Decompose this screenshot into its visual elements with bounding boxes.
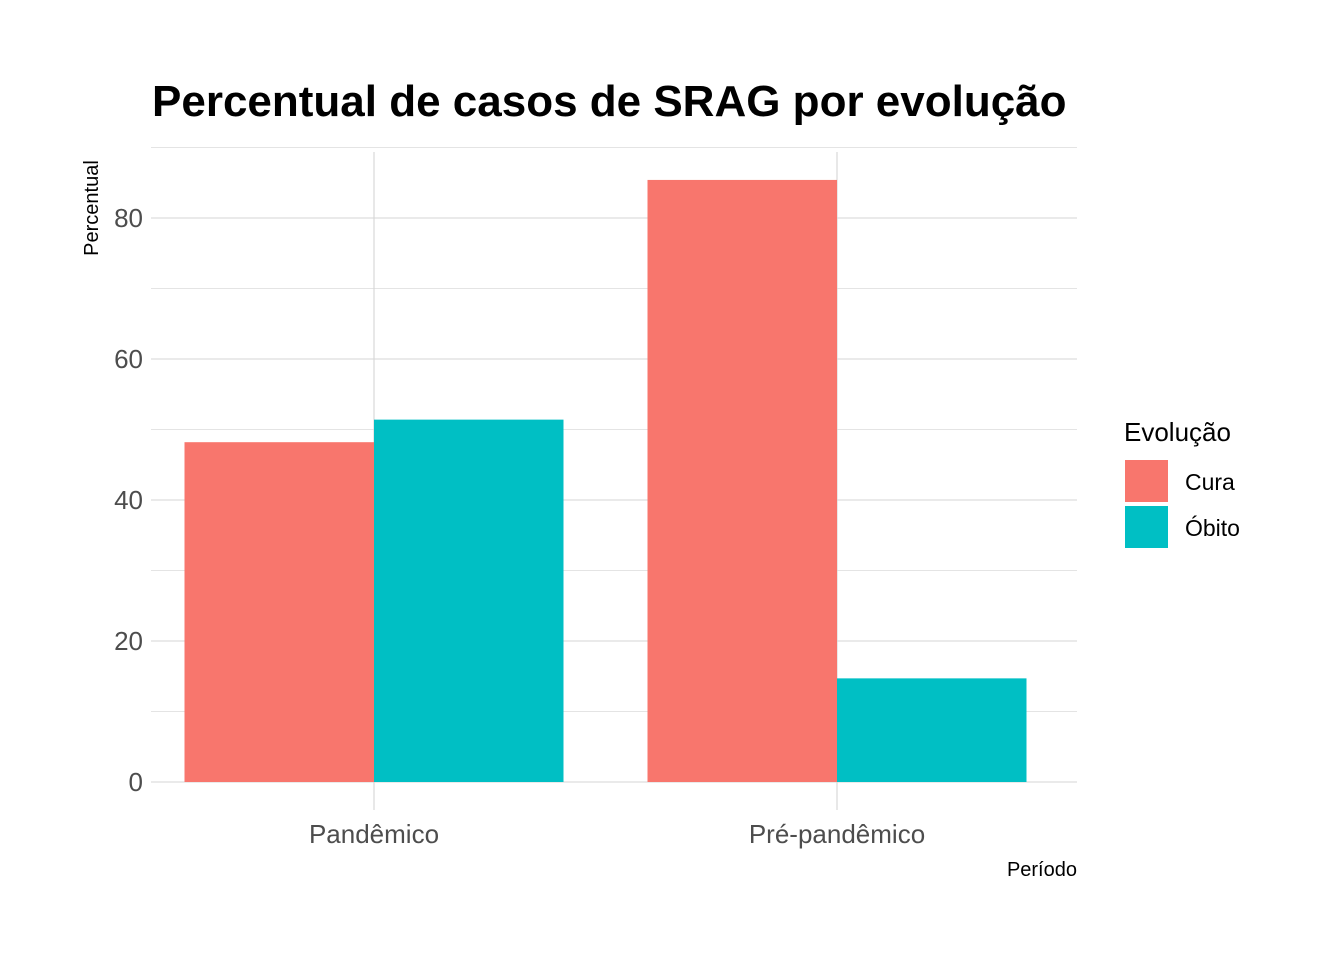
y-axis-ticks: 0 20 40 60 80: [114, 203, 143, 797]
y-tick-label: 20: [114, 626, 143, 656]
x-tick-label: Pandêmico: [309, 819, 439, 849]
bar-Óbito-Pandêmico: [374, 419, 564, 782]
chart-title: Percentual de casos de SRAG por evolução: [152, 77, 1067, 126]
y-tick-label: 0: [129, 767, 143, 797]
bars: [184, 179, 1027, 782]
y-tick-label: 80: [114, 203, 143, 233]
x-axis-title: Período: [1007, 859, 1077, 881]
legend-title: Evolução: [1124, 417, 1231, 447]
y-axis-title: Percentual: [81, 160, 103, 256]
legend-key-Cura: [1125, 460, 1168, 502]
legend-items: Cura Óbito: [1125, 460, 1240, 548]
bar-Cura-Pré-pandêmico: [647, 179, 837, 782]
y-tick-label: 40: [114, 485, 143, 515]
bar-Cura-Pandêmico: [184, 442, 374, 782]
legend-label: Óbito: [1185, 515, 1240, 541]
x-tick-label: Pré-pandêmico: [749, 819, 925, 849]
legend-label: Cura: [1185, 469, 1235, 495]
y-tick-label: 60: [114, 344, 143, 374]
legend-key-Óbito: [1125, 506, 1168, 548]
x-axis-ticks: Pandêmico Pré-pandêmico: [309, 819, 925, 849]
legend: Evolução Cura Óbito: [1124, 417, 1240, 548]
bar-Óbito-Pré-pandêmico: [837, 678, 1027, 782]
